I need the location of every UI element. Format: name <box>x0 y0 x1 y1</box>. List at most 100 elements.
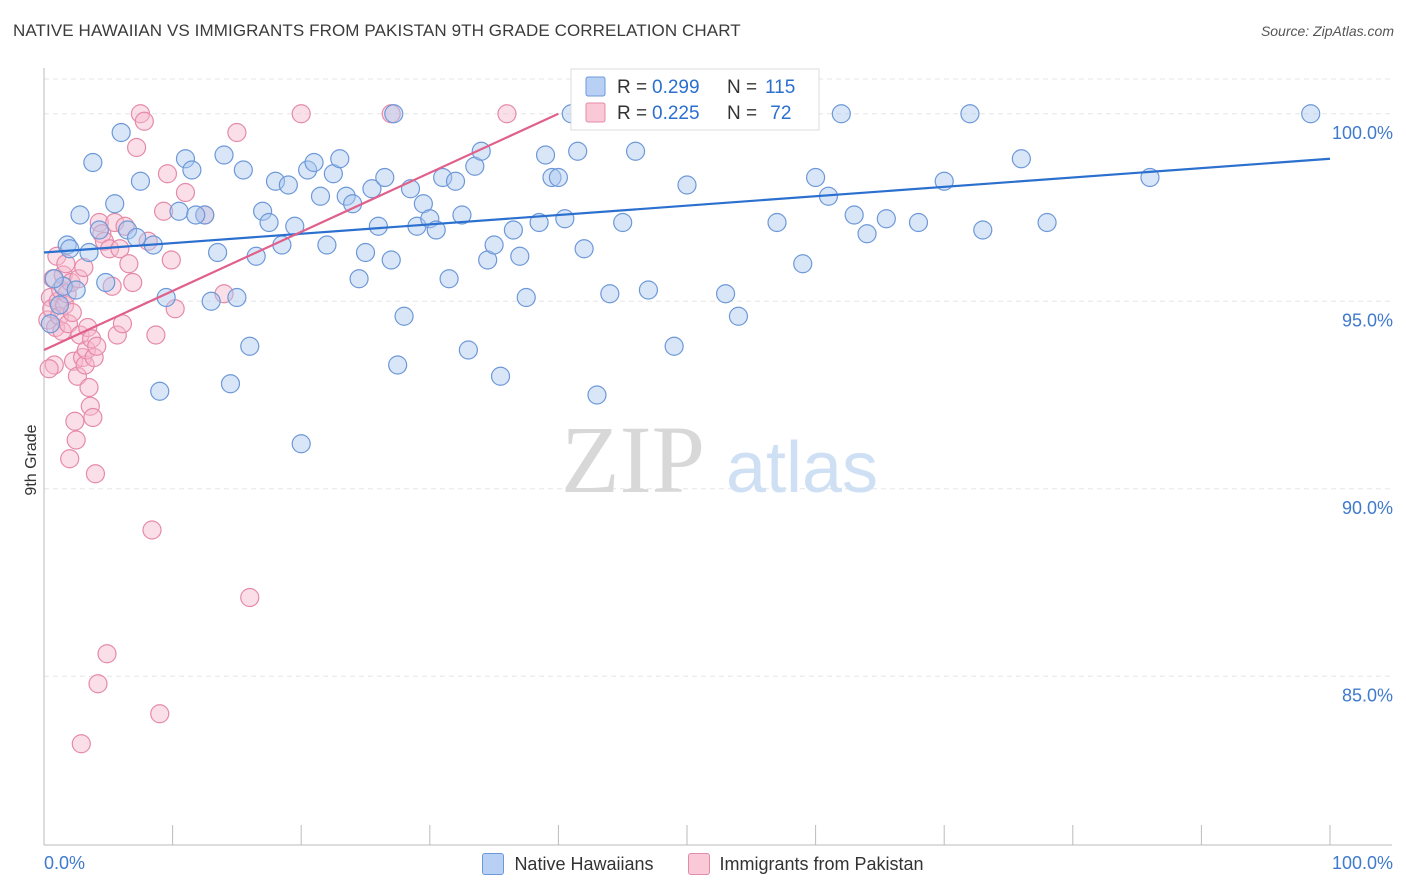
point-native-hawaiian <box>291 434 311 454</box>
point-pakistan <box>39 359 59 379</box>
point-native-hawaiian <box>664 336 684 356</box>
point-native-hawaiian <box>973 220 993 240</box>
point-native-hawaiian <box>388 355 408 375</box>
point-pakistan <box>87 336 107 356</box>
stats-r-label-blue: R = <box>617 77 647 98</box>
point-native-hawaiian <box>83 152 103 173</box>
stats-n-value-blue: 115 <box>765 77 795 98</box>
point-native-hawaiian <box>79 242 99 263</box>
point-native-hawaiian <box>728 306 749 326</box>
point-native-hawaiian <box>1011 149 1031 169</box>
point-pakistan <box>56 254 76 274</box>
point-native-hawaiian <box>1037 212 1057 233</box>
x-tick-label-min: 0.0% <box>44 853 85 873</box>
point-pakistan <box>227 122 247 143</box>
point-native-hawaiian <box>1301 104 1321 124</box>
point-native-hawaiian <box>458 340 478 360</box>
point-native-hawaiian <box>638 280 659 300</box>
legend-item-native-hawaiians[interactable]: Native Hawaiians <box>482 853 654 875</box>
point-pakistan <box>123 272 143 293</box>
point-native-hawaiian <box>40 314 61 334</box>
point-native-hawaiian <box>130 171 151 191</box>
stats-n-value-pink: 72 <box>765 103 791 124</box>
point-native-hawaiian <box>600 284 620 304</box>
y-tick-label: 100.0% <box>1332 123 1393 143</box>
point-native-hawaiian <box>960 104 980 124</box>
point-native-hawaiian <box>310 186 331 206</box>
point-native-hawaiian <box>857 224 877 244</box>
axes <box>43 68 1392 846</box>
point-native-hawaiian <box>908 212 929 233</box>
watermark: ZIP atlas <box>561 406 878 513</box>
point-pakistan <box>175 182 196 203</box>
point-native-hawaiian <box>49 295 70 315</box>
point-native-hawaiian <box>253 201 273 221</box>
point-pakistan <box>97 644 117 664</box>
stats-legend: R = 0.299 N = 115 R = 0.225 N = 72 <box>570 68 820 131</box>
point-pakistan <box>88 674 108 694</box>
legend-swatch-pink <box>687 853 710 875</box>
point-pakistan <box>80 396 100 416</box>
point-pakistan <box>74 257 94 278</box>
point-native-hawaiian <box>182 160 202 180</box>
stats-swatch-pink <box>585 102 606 123</box>
point-native-hawaiian <box>793 254 813 274</box>
point-native-hawaiian <box>381 250 401 270</box>
point-native-hawaiian <box>368 216 388 236</box>
point-native-hawaiian <box>484 235 504 255</box>
point-native-hawaiian <box>220 374 241 394</box>
source-label: Source: ZipAtlas.com <box>1260 23 1394 39</box>
point-native-hawaiian <box>336 186 356 206</box>
stats-swatch-blue <box>585 76 606 97</box>
legend-item-pakistan[interactable]: Immigrants from Pakistan <box>687 853 924 875</box>
point-native-hawaiian <box>574 239 594 259</box>
point-native-hawaiian <box>278 175 298 195</box>
legend-label-pakistan: Immigrants from Pakistan <box>719 853 924 874</box>
stats-r-value-pink: 0.225 <box>652 103 700 124</box>
point-native-hawaiian <box>445 171 466 191</box>
point-native-hawaiian <box>587 385 607 405</box>
legend-swatch-blue <box>482 853 505 875</box>
point-native-hawaiian <box>150 381 170 401</box>
point-native-hawaiian <box>426 220 446 240</box>
point-native-hawaiian <box>548 167 569 188</box>
stats-legend-box <box>570 68 820 131</box>
point-pakistan <box>60 449 80 469</box>
point-native-hawaiian <box>96 272 116 293</box>
point-pakistan <box>69 269 89 289</box>
point-native-hawaiian <box>510 246 530 266</box>
chart-legend: Native Hawaiians Immigrants from Pakista… <box>0 853 1406 875</box>
point-native-hawaiian <box>233 160 253 180</box>
point-native-hawaiian <box>201 291 221 311</box>
point-native-hawaiian <box>70 205 90 225</box>
point-pakistan <box>240 587 260 608</box>
stats-n-label-blue: N = <box>727 77 757 98</box>
point-native-hawaiian <box>66 280 86 300</box>
point-pakistan <box>110 239 130 259</box>
point-native-hawaiian <box>384 104 404 124</box>
y-tick-label: 90.0% <box>1342 498 1393 518</box>
legend-label-native-hawaiians: Native Hawaiians <box>514 853 654 874</box>
point-native-hawaiian <box>555 209 575 229</box>
point-native-hawaiian <box>60 239 80 259</box>
point-native-hawaiian <box>503 220 523 240</box>
point-native-hawaiian <box>227 287 247 308</box>
point-native-hawaiian <box>375 167 395 188</box>
point-native-hawaiian <box>362 179 382 199</box>
point-native-hawaiian <box>111 122 131 143</box>
point-native-hawaiian <box>876 209 896 229</box>
watermark-atlas: atlas <box>726 428 878 508</box>
point-pakistan <box>153 201 174 221</box>
point-native-hawaiian <box>208 242 228 263</box>
point-native-hawaiian <box>805 167 826 188</box>
point-pakistan <box>76 340 97 360</box>
point-native-hawaiian <box>394 306 414 326</box>
stats-r-label-pink: R = <box>617 103 647 124</box>
point-pakistan <box>65 411 85 431</box>
series-pakistan-points <box>38 104 517 754</box>
stats-n-label-pink: N = <box>727 103 757 124</box>
point-native-hawaiian <box>214 145 234 165</box>
point-native-hawaiian <box>625 141 646 161</box>
trend-line-native-hawaiians <box>43 157 1331 254</box>
